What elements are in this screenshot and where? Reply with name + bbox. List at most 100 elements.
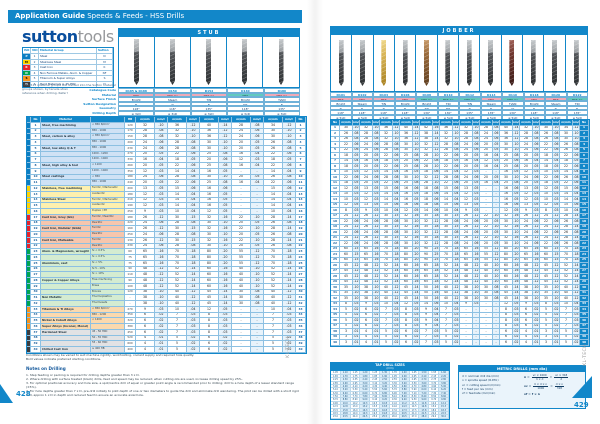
row-iso-bar bbox=[27, 220, 31, 227]
cell-speed: 8 bbox=[500, 323, 513, 329]
cell-speed: 24 bbox=[360, 219, 373, 225]
cell-speed: 22 bbox=[380, 153, 393, 159]
cell-speed: 55 bbox=[480, 252, 493, 258]
cell-feed: .02 bbox=[283, 341, 296, 347]
row-hardness: 380 bbox=[125, 324, 136, 330]
info-geometry-value-9: 118° bbox=[523, 110, 545, 115]
cell-feed: .25 bbox=[433, 246, 440, 252]
legend-col-header-3: Sutton bbox=[97, 48, 113, 53]
cell-feed: - bbox=[251, 347, 264, 353]
row-number-right: 36 bbox=[296, 324, 306, 330]
tap-cell: 2.15 bbox=[429, 374, 440, 379]
cell-feed: .05 bbox=[413, 197, 420, 203]
cell-speed: 5 bbox=[340, 307, 353, 313]
cell-speed: 16 bbox=[232, 180, 251, 186]
cell-speed: 12 bbox=[460, 197, 473, 203]
row-number-left: 28 bbox=[331, 274, 340, 280]
tap-cell: 9.70 bbox=[429, 398, 440, 402]
legend-iso-swatch-K: K bbox=[23, 65, 31, 70]
cell-feed: - bbox=[473, 329, 480, 335]
cell-speed: - bbox=[480, 202, 493, 208]
cell-speed: 4 bbox=[136, 341, 155, 347]
row-iso-bar bbox=[27, 145, 31, 152]
cell-feed: .10 bbox=[219, 243, 232, 250]
cell-speed: 7 bbox=[380, 318, 393, 324]
speeds-feeds-table-left: No Material HB m/min mm/r m/min mm/r m/min mm/r m… bbox=[26, 116, 307, 354]
cell-speed: 16 bbox=[500, 197, 513, 203]
cell-speed: 26 bbox=[520, 235, 533, 241]
cell-feed: .12 bbox=[473, 268, 480, 274]
row-hardness: 180 bbox=[125, 174, 136, 181]
cell-feed: .08 bbox=[433, 202, 440, 208]
cell-speed: 7 bbox=[168, 312, 187, 319]
cell-speed: 52 bbox=[264, 283, 283, 290]
cell-speed: 13 bbox=[360, 202, 373, 208]
cell-feed: .10 bbox=[353, 296, 360, 302]
cell-feed: .14 bbox=[573, 268, 580, 274]
cell-feed: .04 bbox=[373, 158, 380, 164]
cell-speed: 26 bbox=[136, 226, 155, 232]
cell-speed: 16 bbox=[400, 191, 413, 197]
cell-speed: 13 bbox=[520, 202, 533, 208]
row-iso-bar bbox=[27, 312, 31, 319]
cell-speed: 22 bbox=[540, 241, 553, 247]
cell-feed: .04 bbox=[553, 158, 560, 164]
cell-speed: 18 bbox=[540, 180, 553, 186]
metric-def-1: n = spindle speed (R.P.M.) bbox=[462, 378, 499, 383]
cell-speed: 52 bbox=[440, 268, 453, 274]
cell-feed: .12 bbox=[283, 122, 296, 129]
info-designation-value-1: N bbox=[351, 105, 373, 111]
cell-feed: .06 bbox=[453, 153, 460, 159]
cell-speed: 32 bbox=[200, 214, 219, 221]
cell-speed: 12 bbox=[136, 203, 155, 209]
cell-feed: .04 bbox=[353, 158, 360, 164]
row-material bbox=[41, 168, 91, 175]
watermark-left: KL-TECH bbox=[286, 336, 291, 358]
row-submaterial: 50 - 55 HRC bbox=[91, 335, 125, 342]
cell-speed: 5 bbox=[560, 340, 573, 346]
cell-feed: .16 bbox=[433, 296, 440, 302]
cell-feed: .03 bbox=[413, 307, 420, 313]
cell-feed: .02 bbox=[413, 340, 420, 346]
row-number: 22 bbox=[31, 243, 41, 250]
cell-speed: 22 bbox=[340, 230, 353, 236]
row-number-right: 24 bbox=[296, 255, 306, 261]
row-number-right: 22 bbox=[580, 241, 589, 247]
cell-feed: .06 bbox=[155, 220, 168, 227]
info-finish-value-1: Steam bbox=[351, 101, 373, 106]
cell-feed: .04 bbox=[393, 191, 400, 197]
cell-speed: 60 bbox=[200, 272, 219, 278]
cell-speed: 20 bbox=[500, 158, 513, 164]
tap-cell: 22.0 bbox=[429, 412, 440, 416]
cell-speed: 6 bbox=[136, 329, 155, 336]
cell-speed: 16 bbox=[200, 186, 219, 192]
th-speed-4: m/min bbox=[420, 120, 433, 126]
cell-speed: 28 bbox=[380, 219, 393, 225]
row-submaterial: 1100 - 1400 bbox=[91, 168, 125, 175]
cell-feed: .08 bbox=[283, 140, 296, 146]
cell-feed: .05 bbox=[251, 174, 264, 181]
cell-feed: .08 bbox=[393, 230, 400, 236]
cell-feed: .03 bbox=[353, 301, 360, 307]
cell-feed: .08 bbox=[187, 220, 200, 227]
cell-feed: .10 bbox=[155, 301, 168, 307]
cell-speed: 22 bbox=[168, 163, 187, 169]
cell-feed: .06 bbox=[283, 180, 296, 186]
row-number-right: 19 bbox=[580, 224, 589, 230]
cell-feed: .05 bbox=[155, 186, 168, 192]
row-hardness: 260 bbox=[125, 163, 136, 169]
cell-feed: .16 bbox=[513, 279, 520, 285]
cell-speed: 38 bbox=[520, 290, 533, 296]
tap-cell: 4.60 bbox=[399, 384, 410, 389]
cell-speed: 20 bbox=[520, 164, 533, 170]
cell-speed: 12 bbox=[400, 301, 413, 307]
cell-feed: .16 bbox=[413, 268, 420, 274]
cell-feed: .06 bbox=[393, 180, 400, 186]
cell-speed: 38 bbox=[360, 296, 373, 302]
cell-feed: .15 bbox=[393, 235, 400, 241]
cell-feed: .08 bbox=[493, 125, 500, 131]
cell-speed: 30 bbox=[400, 147, 413, 153]
cell-feed: .04 bbox=[453, 208, 460, 214]
row-material bbox=[41, 180, 91, 186]
page-number-left: 428 bbox=[16, 390, 31, 398]
